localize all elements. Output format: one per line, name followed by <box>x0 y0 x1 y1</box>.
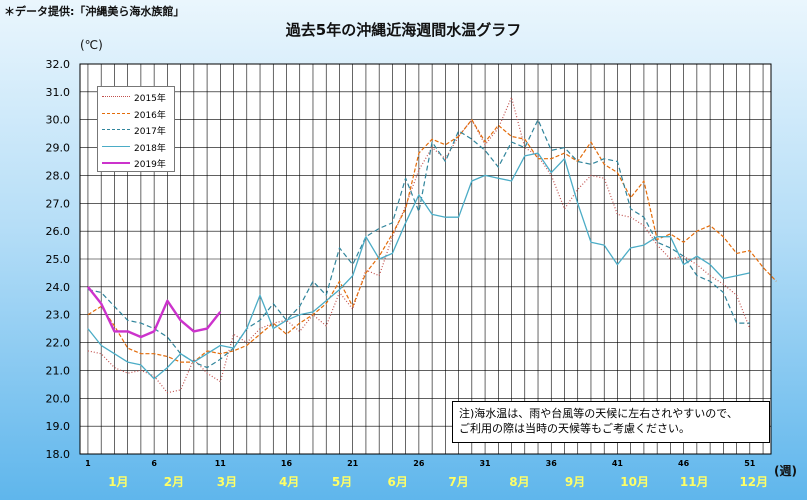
series-lines <box>86 96 777 394</box>
x-tick-label: 6 <box>151 459 157 468</box>
legend-label: 2018年 <box>134 143 166 154</box>
legend-label: 2017年 <box>134 127 166 137</box>
legend-item: 2018年 <box>102 141 174 154</box>
legend-label: 2015年 <box>134 94 166 104</box>
month-label: 12月 <box>739 475 768 489</box>
month-label: 8月 <box>509 475 529 489</box>
series-line-2016 <box>87 119 777 363</box>
legend-item: 2019年 <box>102 157 174 170</box>
x-tick-labels: 1 6 11 16 21 26 31 36 41 46 51 <box>85 459 756 468</box>
legend-swatch <box>102 112 130 114</box>
y-tick-label: 32.0 <box>46 58 71 71</box>
note-line-2: ご利用の際は当時の天候等もご考慮ください。 <box>459 422 690 435</box>
x-tick-label: 46 <box>678 459 690 468</box>
x-tick-label: 31 <box>479 459 491 468</box>
legend-swatch <box>102 145 130 147</box>
y-tick-label: 22.0 <box>46 337 71 350</box>
legend-item: 2015年 <box>102 91 174 104</box>
x-tick-label: 36 <box>546 459 558 468</box>
y-tick-label: 29.0 <box>46 142 71 155</box>
month-label: 11月 <box>680 475 709 489</box>
x-tick-label: 11 <box>215 459 227 468</box>
x-tick-label: 26 <box>413 459 425 468</box>
x-tick-label: 51 <box>744 459 756 468</box>
x-tick-label: 21 <box>347 459 359 468</box>
month-label: 9月 <box>565 475 585 489</box>
y-axis-unit: (℃) <box>80 38 103 52</box>
grid-lines <box>80 64 771 454</box>
y-tick-label: 28.0 <box>46 169 71 182</box>
x-tick-label: 41 <box>612 459 624 468</box>
month-label: 10月 <box>620 475 649 489</box>
month-labels: 1月 2月 3月 4月 5月 6月 7月 8月 9月 10月 11月 12月 <box>108 475 768 489</box>
y-tick-label: 30.0 <box>46 114 71 127</box>
month-label: 1月 <box>108 475 128 489</box>
y-tick-label: 25.0 <box>46 253 71 266</box>
y-tick-label: 18.0 <box>46 448 71 461</box>
month-label: 5月 <box>332 475 352 489</box>
month-label: 2月 <box>164 475 184 489</box>
disclaimer-note: 注)海水温は、雨や台風等の天候に左右されやすいので、 ご利用の際は当時の天候等も… <box>452 401 770 443</box>
legend-item: 2017年 <box>102 124 174 137</box>
series-line-2019 <box>86 286 222 339</box>
y-tick-label: 23.0 <box>46 309 71 322</box>
month-label: 4月 <box>279 475 299 489</box>
x-tick-label: 16 <box>281 459 293 468</box>
y-tick-label: 31.0 <box>46 86 71 99</box>
y-tick-label: 26.0 <box>46 225 71 238</box>
month-label: 3月 <box>217 475 237 489</box>
x-axis-unit: (週) <box>774 464 797 478</box>
series-line-2017 <box>87 119 750 369</box>
y-tick-labels: 18.0 19.0 20.0 21.0 22.0 23.0 24.0 25.0 26.0 27.0… <box>46 58 71 461</box>
y-tick-label: 27.0 <box>46 197 71 210</box>
y-tick-label: 24.0 <box>46 281 71 294</box>
legend-swatch <box>102 129 130 130</box>
chart-title: 過去5年の沖縄近海週間水温グラフ <box>285 21 522 39</box>
legend-label: 2016年 <box>134 110 166 121</box>
legend-swatch <box>102 96 130 97</box>
y-tick-label: 21.0 <box>46 364 71 377</box>
legend-swatch <box>102 162 130 164</box>
y-tick-label: 20.0 <box>46 392 71 405</box>
series-line-2018 <box>87 152 750 380</box>
month-label: 7月 <box>448 475 468 489</box>
y-tick-label: 19.0 <box>46 420 71 433</box>
data-credit: ＊データ提供:「沖縄美ら海水族館」 <box>4 5 185 18</box>
legend-item: 2016年 <box>102 108 174 121</box>
note-line-1: 注)海水温は、雨や台風等の天候に左右されやすいので、 <box>459 407 738 420</box>
legend-label: 2019年 <box>134 160 166 170</box>
month-label: 6月 <box>388 475 408 489</box>
x-tick-label: 1 <box>85 459 91 468</box>
chart-legend: 2015年 2016年 2017年 2018年 2019年 <box>97 86 175 172</box>
